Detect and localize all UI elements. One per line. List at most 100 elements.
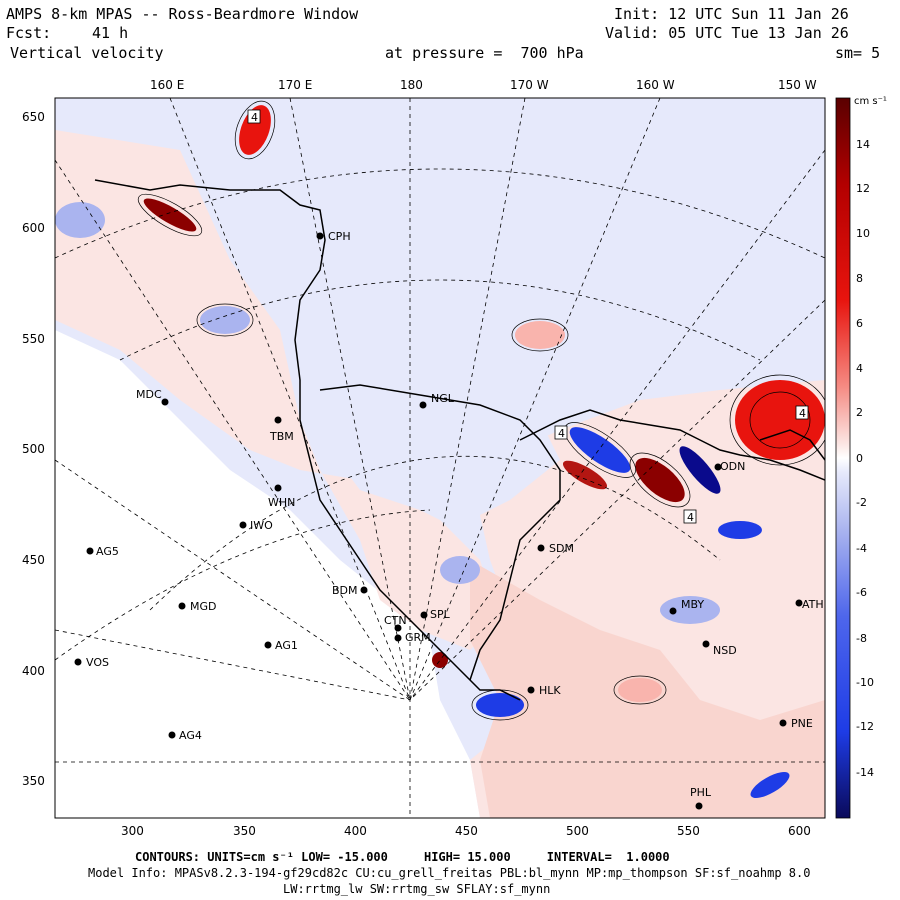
- station-label-bdm: BDM: [332, 584, 358, 597]
- colorbar-tick: -10: [856, 676, 874, 689]
- valid-time: Valid: 05 UTC Tue 13 Jan 26: [605, 24, 849, 42]
- colorbar-scale: [835, 97, 851, 819]
- colorbar-tick: 8: [856, 272, 863, 285]
- strong-ascent-cell: [635, 457, 685, 503]
- station-label-whn: WHN: [268, 496, 295, 509]
- station-label-ath: ATH: [802, 598, 824, 611]
- y-tick-600: 600: [22, 221, 45, 235]
- lon-tick-160w: 160 W: [636, 78, 675, 92]
- station-label-nsd: NSD: [713, 644, 737, 657]
- coastline-ross-ice-shelf: [319, 384, 561, 681]
- colorbar-tick: -14: [856, 766, 874, 779]
- station-label-tbm: TBM: [269, 430, 294, 443]
- station-label-iwo: IWO: [250, 519, 273, 532]
- station-label-ag1: AG1: [275, 639, 298, 652]
- station-label-mgd: MGD: [190, 600, 217, 613]
- descent-cell: [718, 521, 762, 539]
- colorbar-tick: 2: [856, 406, 863, 419]
- y-tick-350: 350: [22, 774, 45, 788]
- descent-cell: [440, 556, 480, 584]
- colorbar-tick: 14: [856, 138, 870, 151]
- lon-tick-160e: 160 E: [150, 78, 185, 92]
- station-label-ag4: AG4: [179, 729, 202, 742]
- ascent-cell: [618, 678, 662, 702]
- strong-ascent-cell: [143, 198, 197, 232]
- station-label-ngl: NGL: [431, 392, 455, 405]
- station-label-odn: ODN: [720, 460, 745, 473]
- field-name: Vertical velocity: [10, 44, 164, 62]
- colorbar-tick: -12: [856, 720, 874, 733]
- colorbar-tick: -8: [856, 632, 867, 645]
- x-tick-600: 600: [788, 824, 811, 838]
- y-tick-500: 500: [22, 442, 45, 456]
- colorbar: cm s⁻¹ 14 12 10 8 6 4 2 0 -2 -4 -6 -8 -1…: [835, 96, 887, 819]
- ascent-cell: [515, 321, 565, 349]
- x-tick-300: 300: [121, 824, 144, 838]
- weak-descent-ross-sea: [330, 380, 560, 520]
- y-tick-650: 650: [22, 110, 45, 124]
- weak-ascent-plateau: [55, 130, 500, 650]
- ascent-cell: [735, 380, 825, 460]
- station-label-mby: MBY: [681, 598, 704, 611]
- colorbar-tick: 4: [856, 362, 863, 375]
- ascent-cell: [239, 105, 271, 155]
- contour-label: 4: [799, 407, 806, 420]
- colorbar-unit: cm s⁻¹: [854, 96, 887, 107]
- strong-descent-cell: [569, 427, 631, 473]
- lon-tick-180: 180: [400, 78, 423, 92]
- station-label-vos: VOS: [86, 656, 109, 669]
- model-info: Model Info: MPASv8.2.3-194-gf29cd82c CU:…: [88, 866, 811, 880]
- strong-descent-cell: [679, 446, 721, 494]
- x-tick-500: 500: [566, 824, 589, 838]
- strong-ascent-cell: [562, 460, 608, 490]
- lon-tick-150w: 150 W: [778, 78, 817, 92]
- lon-tick-170e: 170 E: [278, 78, 313, 92]
- colorbar-tick: -4: [856, 542, 867, 555]
- descent-cell: [55, 202, 105, 238]
- colorbar-tick: 0: [856, 452, 863, 465]
- station-label-spl: SPL: [430, 608, 451, 621]
- coastline-marie-byrd-land: [519, 409, 825, 481]
- contour-label: 4: [558, 427, 565, 440]
- ascent-cell: [432, 652, 448, 668]
- colorbar-tick: -2: [856, 496, 867, 509]
- x-tick-550: 550: [677, 824, 700, 838]
- station-label-grm: GRM: [405, 631, 431, 644]
- y-tick-400: 400: [22, 664, 45, 678]
- x-tick-350: 350: [233, 824, 256, 838]
- lon-tick-170w: 170 W: [510, 78, 549, 92]
- descent-cell: [750, 772, 790, 798]
- contour-label: 4: [251, 111, 258, 124]
- contour-label: 4: [687, 511, 694, 524]
- colorbar-tick: -6: [856, 586, 867, 599]
- station-label-ag5: AG5: [96, 545, 119, 558]
- station-label-pne: PNE: [791, 717, 813, 730]
- y-tick-450: 450: [22, 553, 45, 567]
- colorbar-tick: 10: [856, 227, 870, 240]
- smoothing-value: sm= 5: [835, 44, 881, 62]
- station-label-sdm: SDM: [549, 542, 574, 555]
- x-tick-400: 400: [344, 824, 367, 838]
- descent-cell: [200, 306, 250, 334]
- contours-info: CONTOURS: UNITS=cm s⁻¹ LOW= -15.000 HIGH…: [135, 850, 670, 864]
- map-title: AMPS 8-km MPAS -- Ross-Beardmore Window: [6, 5, 359, 23]
- station-label-ctn: CTN: [384, 614, 407, 627]
- forecast-label: Fcst:: [6, 24, 52, 42]
- y-tick-550: 550: [22, 332, 45, 346]
- init-time: Init: 12 UTC Sun 11 Jan 26: [614, 5, 849, 23]
- forecast-hours: 41 h: [92, 24, 129, 42]
- no-data-region: [55, 330, 480, 818]
- x-tick-450: 450: [455, 824, 478, 838]
- descent-cell: [476, 693, 524, 717]
- station-label-hlk: HLK: [539, 684, 561, 697]
- colorbar-tick: 12: [856, 182, 870, 195]
- station-label-phl: PHL: [690, 786, 712, 799]
- coastline-victoria-land: [94, 179, 521, 701]
- station-label-mdc: MDC: [136, 388, 162, 401]
- descent-cell: [660, 596, 720, 624]
- colorbar-tick: 6: [856, 317, 863, 330]
- model-info-physics: LW:rrtmg_lw SW:rrtmg_sw SFLAY:sf_mynn: [283, 882, 551, 896]
- station-label-cph: CPH: [328, 230, 351, 243]
- pressure-level: at pressure = 700 hPa: [385, 44, 584, 62]
